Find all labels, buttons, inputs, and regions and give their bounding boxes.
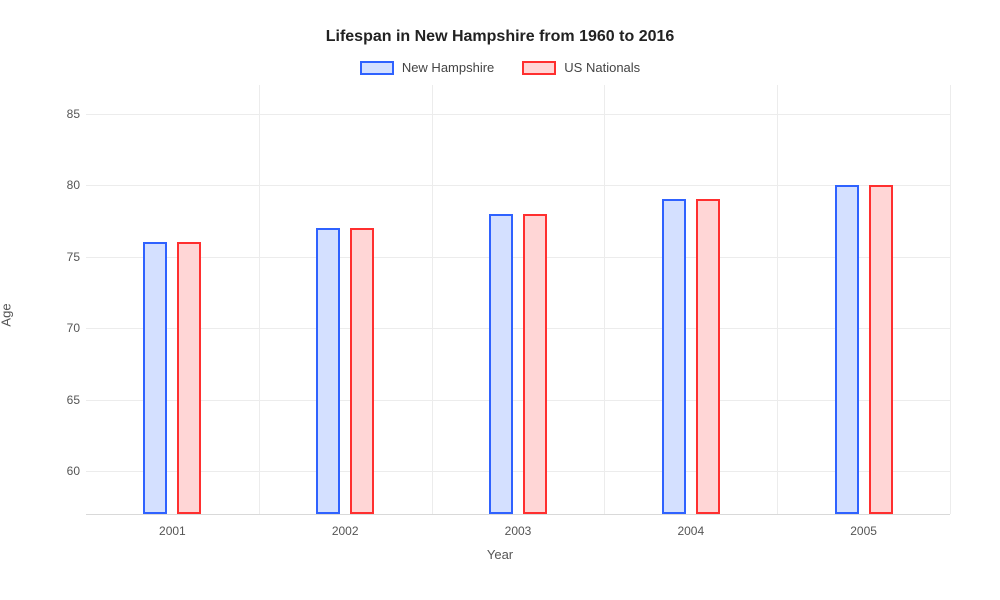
gridline <box>86 257 950 258</box>
legend-swatch-us <box>522 61 556 75</box>
vertical-gridline <box>432 85 433 514</box>
y-tick-label: 85 <box>50 107 80 121</box>
lifespan-chart: Lifespan in New Hampshire from 1960 to 2… <box>0 0 1000 600</box>
bar <box>869 185 893 514</box>
gridline <box>86 185 950 186</box>
x-tick-label: 2002 <box>332 524 359 538</box>
legend-label-us: US Nationals <box>564 60 640 75</box>
legend: New Hampshire US Nationals <box>30 60 970 75</box>
vertical-gridline <box>259 85 260 514</box>
chart-title: Lifespan in New Hampshire from 1960 to 2… <box>30 28 970 46</box>
bar <box>523 214 547 514</box>
x-axis-label: Year <box>30 547 970 562</box>
x-tick-label: 2003 <box>505 524 532 538</box>
gridline <box>86 328 950 329</box>
legend-swatch-nh <box>360 61 394 75</box>
x-tick-label: 2005 <box>850 524 877 538</box>
y-axis-label: Age <box>0 303 14 326</box>
bar <box>489 214 513 514</box>
x-tick-label: 2004 <box>677 524 704 538</box>
x-tick-label: 2001 <box>159 524 186 538</box>
bar <box>662 199 686 514</box>
y-tick-label: 75 <box>50 250 80 264</box>
bar <box>696 199 720 514</box>
bar <box>350 228 374 514</box>
vertical-gridline <box>604 85 605 514</box>
vertical-gridline <box>777 85 778 514</box>
gridline <box>86 400 950 401</box>
gridline <box>86 114 950 115</box>
legend-item-nh: New Hampshire <box>360 60 494 75</box>
vertical-gridline <box>950 85 951 514</box>
legend-label-nh: New Hampshire <box>402 60 494 75</box>
bar <box>835 185 859 514</box>
bar <box>316 228 340 514</box>
bar <box>177 242 201 514</box>
gridline <box>86 471 950 472</box>
y-tick-label: 80 <box>50 178 80 192</box>
plot-area: 60657075808520012002200320042005 <box>86 85 950 515</box>
y-tick-label: 65 <box>50 393 80 407</box>
y-tick-label: 70 <box>50 321 80 335</box>
legend-item-us: US Nationals <box>522 60 640 75</box>
y-tick-label: 60 <box>50 464 80 478</box>
bar <box>143 242 167 514</box>
